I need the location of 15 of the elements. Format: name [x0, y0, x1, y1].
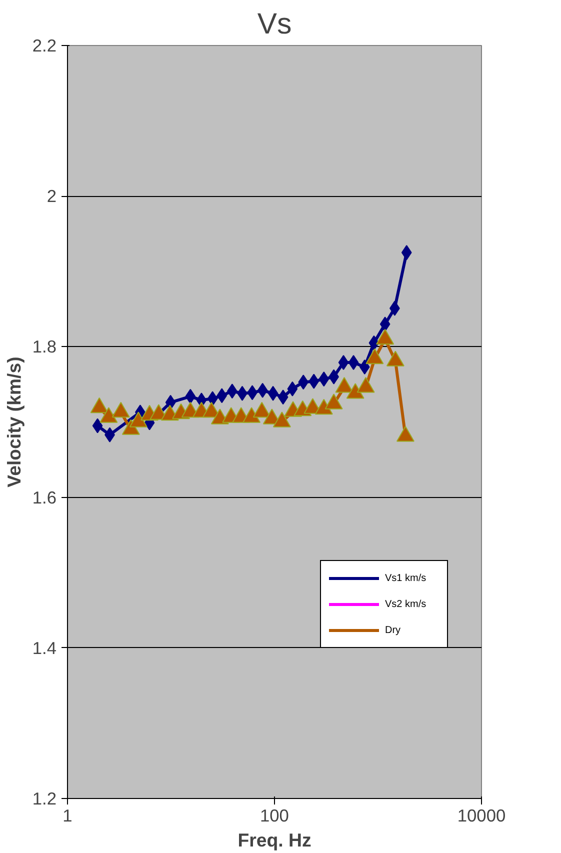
- y-tick-label: 1.4: [32, 638, 57, 658]
- legend-label: Vs2 km/s: [385, 598, 426, 610]
- chart-title: Vs: [257, 8, 292, 40]
- x-tick-label: 10000: [457, 806, 506, 826]
- legend-label: Dry: [385, 624, 401, 636]
- y-tick-label: 1.2: [32, 788, 57, 808]
- y-tick-label: 2: [46, 186, 57, 206]
- y-tick-label: 1.8: [32, 336, 57, 357]
- y-tick-label: 2.2: [32, 36, 57, 56]
- legend-label: Vs1 km/s: [385, 572, 426, 584]
- x-tick-label: 1: [62, 806, 72, 826]
- y-axis-title: Velocity (km/s): [3, 356, 24, 488]
- y-tick-label: 1.6: [32, 487, 57, 508]
- x-axis-title: Freq. Hz: [238, 830, 312, 850]
- x-tick-label: 100: [260, 806, 289, 826]
